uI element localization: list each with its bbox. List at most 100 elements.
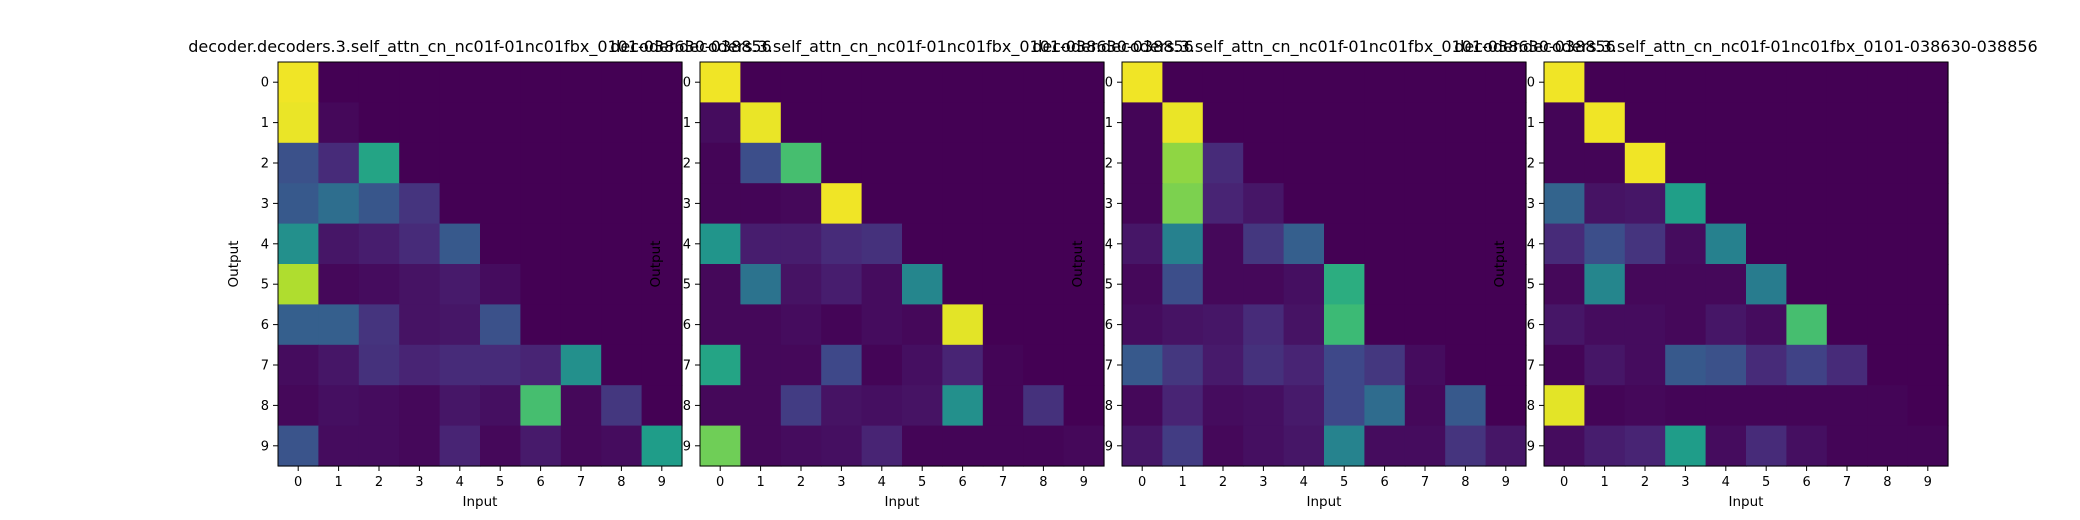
heatmap-cell xyxy=(1485,183,1527,225)
heatmap-cell xyxy=(439,142,481,184)
heatmap-cell xyxy=(1665,102,1707,144)
heatmap-cell xyxy=(1324,223,1365,265)
x-tick-label: 0 xyxy=(1138,475,1146,490)
heatmap-cell xyxy=(1485,344,1527,386)
heatmap-cell xyxy=(1746,304,1787,346)
y-tick-label: 6 xyxy=(683,318,691,333)
y-tick-label: 5 xyxy=(1527,278,1535,293)
heatmap-cell xyxy=(740,183,782,225)
y-tick-label: 4 xyxy=(683,237,691,252)
heatmap-cell xyxy=(1907,62,1949,103)
heatmap-cell xyxy=(358,183,400,225)
heatmap-cell xyxy=(520,102,562,144)
heatmap-cell xyxy=(399,425,441,467)
heatmap-cell xyxy=(902,264,943,305)
y-tick-label: 4 xyxy=(1105,237,1113,252)
y-tick-label: 3 xyxy=(683,197,691,212)
y-tick-label: 4 xyxy=(1527,237,1535,252)
heatmap-cell xyxy=(1063,142,1105,184)
heatmap-cell xyxy=(1665,62,1707,103)
heatmap-cell xyxy=(278,344,319,386)
x-axis-label: Input xyxy=(1729,494,1764,510)
heatmap-cell xyxy=(358,425,400,467)
heatmap-cell xyxy=(1243,425,1285,467)
heatmap-cell xyxy=(1624,385,1666,427)
heatmap-cell xyxy=(1705,183,1747,225)
heatmap-cell xyxy=(358,344,400,386)
x-tick-label: 3 xyxy=(1681,475,1689,490)
heatmap-cell xyxy=(358,385,400,427)
heatmap-cell xyxy=(399,223,441,265)
heatmap-cell xyxy=(821,183,863,225)
y-tick-label: 8 xyxy=(1105,399,1113,414)
heatmap-cell xyxy=(942,304,984,346)
heatmap-cell xyxy=(278,264,319,305)
heatmap-cell xyxy=(1404,344,1446,386)
heatmap-cell xyxy=(1023,385,1065,427)
heatmap-cell xyxy=(601,385,643,427)
heatmap-cell xyxy=(1624,304,1666,346)
heatmap-cell xyxy=(1665,264,1707,305)
heatmap-cell xyxy=(641,344,683,386)
heatmap-cell xyxy=(641,142,683,184)
heatmap-cell xyxy=(1063,183,1105,225)
heatmap-cell xyxy=(982,304,1024,346)
heatmap-cell xyxy=(1826,62,1868,103)
heatmap-cell xyxy=(560,425,602,467)
heatmap-cell xyxy=(740,223,782,265)
heatmap-cell xyxy=(700,344,741,386)
x-tick-label: 9 xyxy=(1080,475,1088,490)
heatmap-cell xyxy=(1665,223,1707,265)
heatmap-cell xyxy=(821,425,863,467)
heatmap-cell xyxy=(1826,264,1868,305)
heatmap-cell xyxy=(399,62,441,103)
y-tick-label: 0 xyxy=(683,76,691,91)
heatmap-cell xyxy=(1283,62,1325,103)
heatmap-cell xyxy=(1202,385,1244,427)
heatmap-cell xyxy=(480,102,521,144)
heatmap-cell xyxy=(942,102,984,144)
heatmap-cell xyxy=(700,264,741,305)
heatmap-cell xyxy=(1544,62,1585,103)
heatmap-cell xyxy=(861,344,903,386)
heatmap-cell xyxy=(641,385,683,427)
heatmap-cell xyxy=(1544,223,1585,265)
heatmap-cell xyxy=(358,142,400,184)
heatmap-cell xyxy=(1445,425,1487,467)
heatmap-cell xyxy=(942,142,984,184)
heatmap-cell xyxy=(780,102,822,144)
heatmap-cell xyxy=(780,385,822,427)
heatmap-cell xyxy=(480,142,521,184)
heatmap-cell xyxy=(1485,385,1527,427)
heatmap-cell xyxy=(700,142,741,184)
heatmap-cell xyxy=(1867,62,1909,103)
heatmap-cell xyxy=(1202,304,1244,346)
heatmap-cell xyxy=(1364,142,1406,184)
heatmap-cell xyxy=(1786,385,1828,427)
heatmap-cell xyxy=(601,304,643,346)
y-tick-label: 7 xyxy=(1105,359,1113,374)
x-tick-label: 0 xyxy=(716,475,724,490)
heatmap-cell xyxy=(439,304,481,346)
y-axis-label: Output xyxy=(1070,241,1086,288)
heatmap-cell xyxy=(1826,385,1868,427)
heatmap-cell xyxy=(700,102,741,144)
heatmap-cell xyxy=(1202,62,1244,103)
heatmap-cell xyxy=(700,62,741,103)
heatmap-cell xyxy=(1544,264,1585,305)
y-tick-label: 1 xyxy=(683,116,691,131)
heatmap-cell xyxy=(780,62,822,103)
heatmap-cell xyxy=(821,62,863,103)
heatmap-cell xyxy=(1624,62,1666,103)
x-tick-label: 6 xyxy=(958,475,966,490)
x-tick-label: 4 xyxy=(1722,475,1730,490)
heatmap-cell xyxy=(480,62,521,103)
x-axis-label: Input xyxy=(885,494,920,510)
heatmap-cell xyxy=(1202,183,1244,225)
heatmap-cell xyxy=(1445,142,1487,184)
y-tick-label: 9 xyxy=(261,439,269,454)
heatmap-cell xyxy=(1445,223,1487,265)
heatmap-cell xyxy=(1544,142,1585,184)
heatmap-cell xyxy=(1283,142,1325,184)
heatmap-cell xyxy=(1665,344,1707,386)
